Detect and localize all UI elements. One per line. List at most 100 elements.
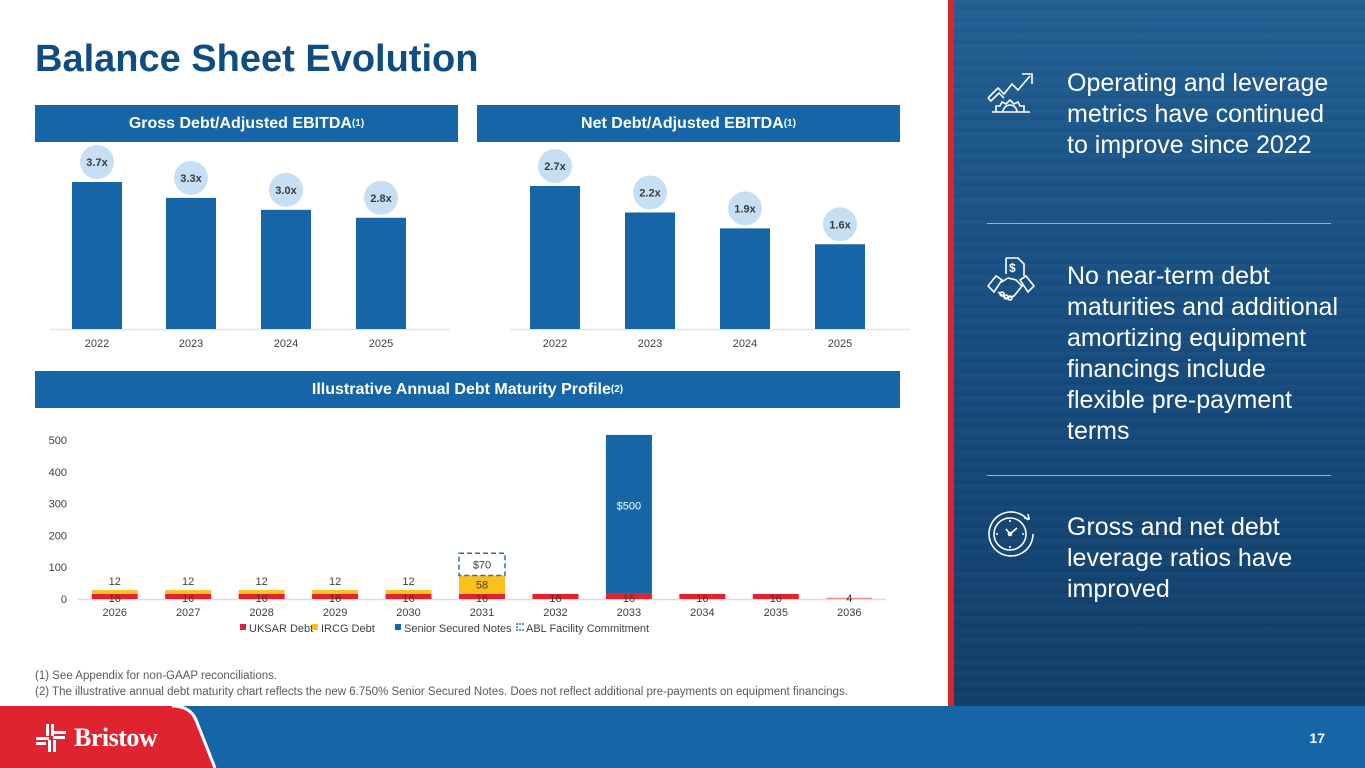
bar-segment-uksar-debt — [385, 593, 432, 599]
data-label: 12 — [402, 576, 414, 588]
y-tick-label: 300 — [49, 499, 67, 511]
x-tick-label: 2026 — [102, 607, 126, 619]
x-tick-label: 2027 — [176, 607, 200, 619]
data-label: $500 — [617, 500, 641, 512]
data-label: 16 — [623, 593, 635, 605]
value-bubble — [823, 207, 857, 242]
value-bubble — [174, 160, 208, 195]
legend-swatch-abl — [516, 623, 524, 631]
data-label: 12 — [182, 576, 194, 588]
bar-segment-uksar-debt — [752, 593, 799, 599]
data-label: 16 — [256, 593, 268, 605]
y-tick-label: 400 — [49, 467, 67, 479]
data-label: 16 — [549, 593, 561, 605]
charts-canvas: 3.7x 2022 3.3x 2023 3.0x 2024 2.8x 2025 2.7x 2022… — [49, 145, 910, 635]
point-leverage-ratios: Gross and net debt leverage ratios have … — [1067, 513, 1293, 603]
legend-label: UKSAR Debt — [249, 623, 313, 635]
bar-segment-abl-facility-commitment — [458, 552, 506, 577]
legend-swatch — [395, 624, 401, 630]
data-label: 1.6x — [829, 219, 851, 231]
growth-gear-icon — [987, 73, 1033, 113]
x-tick-label: 2023 — [638, 338, 662, 350]
maturity-profile-footnote-ref: (2) — [610, 384, 624, 395]
bar-segment-uksar-debt — [459, 593, 505, 599]
y-tick-label: 100 — [49, 562, 67, 574]
divider-1 — [987, 223, 1331, 224]
bar-2024 — [261, 209, 311, 329]
bar-segment-ircg-debt — [459, 575, 505, 594]
x-tick-label: 2023 — [179, 338, 203, 350]
bar-2025 — [815, 244, 865, 329]
y-tick-label: 500 — [49, 435, 67, 447]
divider-2 — [987, 475, 1331, 476]
maturity-profile-title: Illustrative Annual Debt Maturity Profil… — [311, 380, 611, 398]
logo-text: Bristow — [74, 723, 158, 752]
point-operating-metrics: Operating and leverage metrics have cont… — [1067, 69, 1329, 159]
x-tick-label: 2028 — [249, 607, 273, 619]
x-tick-label: 2024 — [733, 338, 757, 350]
x-tick-label: 2036 — [837, 607, 861, 619]
legend-swatch — [312, 624, 318, 630]
bar-segment-uksar-debt — [679, 593, 726, 599]
maturity-profile-header: Illustrative Annual Debt Maturity Profil… — [35, 371, 900, 408]
bar-2023 — [166, 197, 216, 329]
net-debt-header: Net Debt/Adjusted EBITDA (1) — [477, 105, 900, 142]
data-label: 16 — [109, 593, 121, 605]
bar-segment-uksar-debt — [312, 593, 359, 599]
bar-segment-ircg-debt — [312, 590, 359, 594]
bar-2022 — [530, 186, 580, 329]
data-label: 1.9x — [734, 203, 756, 215]
stopwatch-icon — [988, 511, 1034, 557]
point-no-maturities: No near-term debt maturities and additio… — [1067, 262, 1338, 445]
bar-2025 — [356, 217, 406, 329]
svg-text:$: $ — [1009, 261, 1016, 275]
data-label: 16 — [402, 593, 414, 605]
data-label: 2.8x — [370, 193, 392, 205]
bar-2023 — [625, 212, 675, 329]
page-title: Balance Sheet Evolution — [35, 38, 479, 80]
legend-label: IRCG Debt — [321, 623, 375, 635]
page-number: 17 — [1309, 730, 1325, 746]
gross-debt-footnote-ref: (1) — [351, 118, 365, 129]
legend-label: Senior Secured Notes — [404, 623, 512, 635]
handshake-dollar-icon: $ — [986, 257, 1036, 301]
bar-segment-ircg-debt — [91, 590, 138, 594]
x-tick-label: 2032 — [543, 607, 567, 619]
bar-segment-uksar-debt — [91, 593, 138, 599]
value-bubble — [269, 172, 303, 207]
gross-debt-header: Gross Debt/Adjusted EBITDA (1) — [35, 105, 458, 142]
bar-segment-senior-secured-notes — [605, 434, 652, 594]
bar-2024 — [720, 228, 770, 329]
x-tick-label: 2030 — [396, 607, 420, 619]
x-tick-label: 2022 — [543, 338, 567, 350]
footer-red-shape — [0, 706, 217, 768]
x-tick-label: 2024 — [274, 338, 298, 350]
data-label: $70 — [473, 559, 491, 571]
data-label: 16 — [696, 593, 708, 605]
legend-label: ABL Facility Commitment — [526, 623, 649, 635]
data-label: 3.0x — [275, 185, 297, 197]
bristow-logo-mark-icon — [36, 724, 66, 752]
bristow-logo: Bristow — [36, 723, 158, 753]
x-tick-label: 2035 — [764, 607, 788, 619]
x-tick-label: 2029 — [323, 607, 347, 619]
y-tick-label: 0 — [61, 594, 67, 606]
value-bubble — [364, 180, 398, 215]
data-label: 12 — [109, 576, 121, 588]
footnotes: (1) See Appendix for non-GAAP reconcilia… — [35, 669, 848, 700]
data-label: 3.7x — [86, 157, 108, 169]
bar-segment-ircg-debt — [165, 590, 212, 594]
data-label: 16 — [182, 593, 194, 605]
gross-debt-title: Gross Debt/Adjusted EBITDA — [128, 114, 352, 132]
x-tick-label: 2022 — [85, 338, 109, 350]
value-bubble — [80, 145, 114, 179]
y-tick-label: 200 — [49, 530, 67, 542]
data-label: 12 — [256, 576, 268, 588]
red-divider — [948, 0, 954, 706]
value-bubble — [728, 191, 762, 226]
data-label: 2.7x — [544, 161, 566, 173]
x-tick-label: 2025 — [369, 338, 393, 350]
bar-segment-uksar-debt — [826, 597, 873, 599]
value-bubble — [633, 175, 667, 210]
legend-swatch — [240, 624, 246, 630]
